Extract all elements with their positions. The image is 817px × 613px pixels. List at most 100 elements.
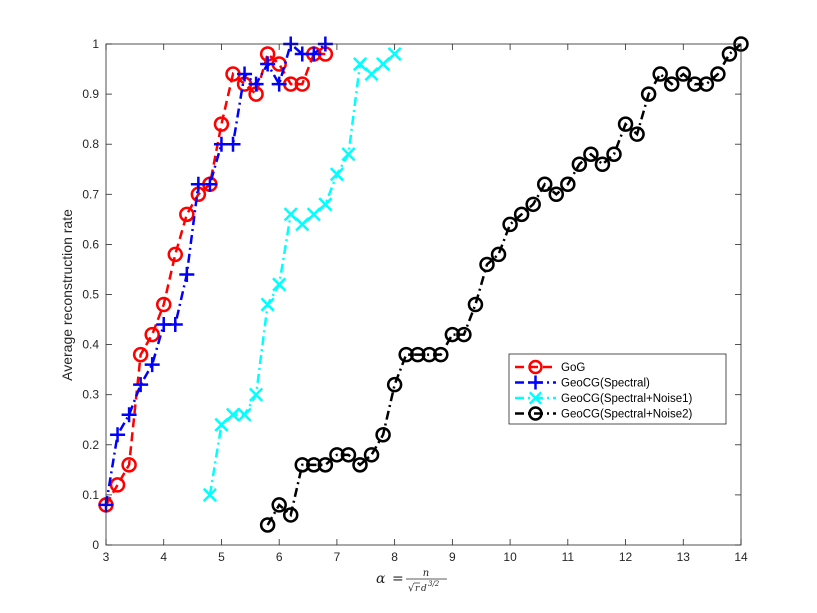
data-point [479,256,495,273]
legend-label: GeoCG(Spectral+Noise2) [561,409,693,421]
data-point [283,207,298,222]
x-tick-label: 13 [677,550,691,564]
x-axis-label: α = n √ r d 3/2 [376,568,447,594]
legend-entry: GoG [515,359,585,375]
data-point [513,206,530,223]
data-point [179,206,195,223]
data-point [433,346,449,363]
legend-entry: GeoCG(Spectral+Noise2) [515,406,693,421]
x-tick-label: 6 [276,550,283,564]
data-point [306,46,322,62]
data-point [132,346,149,363]
x-axis-label-den-r: r [415,584,420,594]
x-tick-label: 5 [218,550,225,564]
x-tick-label: 11 [562,550,575,564]
data-point [583,146,599,162]
data-point [121,407,137,423]
x-tick-label: 8 [391,550,398,564]
data-point [341,147,356,162]
series-layer [98,36,749,533]
series-line [266,43,742,526]
data-point [260,297,275,312]
data-point [272,277,287,292]
data-point [213,116,230,132]
data-point [121,457,137,473]
x-axis-label-eq: = [392,571,404,587]
data-point [249,387,264,402]
data-point [271,76,287,92]
x-tick-label: 14 [734,550,748,564]
data-point [606,146,622,162]
data-point [306,457,322,473]
data-point [721,46,738,62]
data-point [260,56,276,72]
data-point [167,246,184,263]
data-point [155,296,172,313]
data-point [675,66,692,82]
data-point [560,176,576,193]
data-point [109,477,126,493]
y-tick-label: 0.5 [82,288,99,302]
data-point [421,346,438,363]
data-point [376,56,391,72]
data-point [271,497,287,513]
series-line [104,51,326,506]
data-point [237,407,252,422]
y-tick-label: 0.4 [82,338,99,352]
data-point [698,76,715,92]
x-axis-label-lhs: α [376,571,386,587]
data-point [687,76,703,92]
data-point [386,376,403,393]
legend-entries: GoG GeoCG(Spectral) GeoCG(Spectral+Noise1)… [515,359,693,421]
data-point [502,216,518,233]
data-point [340,447,357,463]
data-point [387,46,402,62]
x-axis-label-sqrt-sign: √ [408,583,415,594]
data-point [375,427,391,443]
data-point [652,66,668,82]
legend-marker-sample [528,391,543,405]
x-axis-label-den-exp: 3/2 [428,580,440,588]
x-tick-label: 4 [160,550,167,564]
data-point [352,56,368,72]
y-tick-label: 0.6 [82,237,99,251]
data-point [214,417,229,432]
data-point [248,76,264,92]
series-3 [259,36,749,533]
data-point [318,197,333,212]
data-point [364,67,379,82]
data-point [110,427,126,443]
legend-label: GeoCG(Spectral) [561,378,650,390]
data-point [490,246,507,263]
y-tick-label: 0.1 [82,488,99,502]
legend-label: GeoCG(Spectral+Noise1) [561,393,693,405]
data-point [663,76,680,92]
y-tick-label: 0.9 [82,87,99,101]
data-point [294,457,311,473]
data-point [167,317,183,333]
y-tick-label: 1 [92,37,99,51]
data-point [329,167,344,182]
data-point [456,326,472,343]
data-point [352,457,368,473]
x-tick-label: 10 [503,550,517,564]
y-tick-label: 0.2 [82,438,99,452]
ticks-layer: 3 4 5 6 7 8 9 10 11 12 13 14 0 0.1 0.2 0.3 0.4 0.5 0.6 0.7 0… [82,37,748,564]
data-point [144,326,160,343]
y-tick-label: 0.3 [82,388,99,402]
data-point [202,176,218,192]
data-point [640,86,657,102]
data-point [363,447,380,463]
data-point [617,116,634,132]
legend-entry: GeoCG(Spectral+Noise1) [515,391,693,405]
legend: GoG GeoCG(Spectral) GeoCG(Spectral+Noise1)… [508,353,727,425]
data-point [409,346,426,363]
x-tick-label: 9 [449,550,456,564]
data-point [237,66,253,82]
legend-marker-sample [528,359,543,375]
y-axis-label: Average reconstruction rate [59,209,75,381]
legend-marker-sample [528,406,543,421]
x-tick-label: 12 [619,550,633,564]
